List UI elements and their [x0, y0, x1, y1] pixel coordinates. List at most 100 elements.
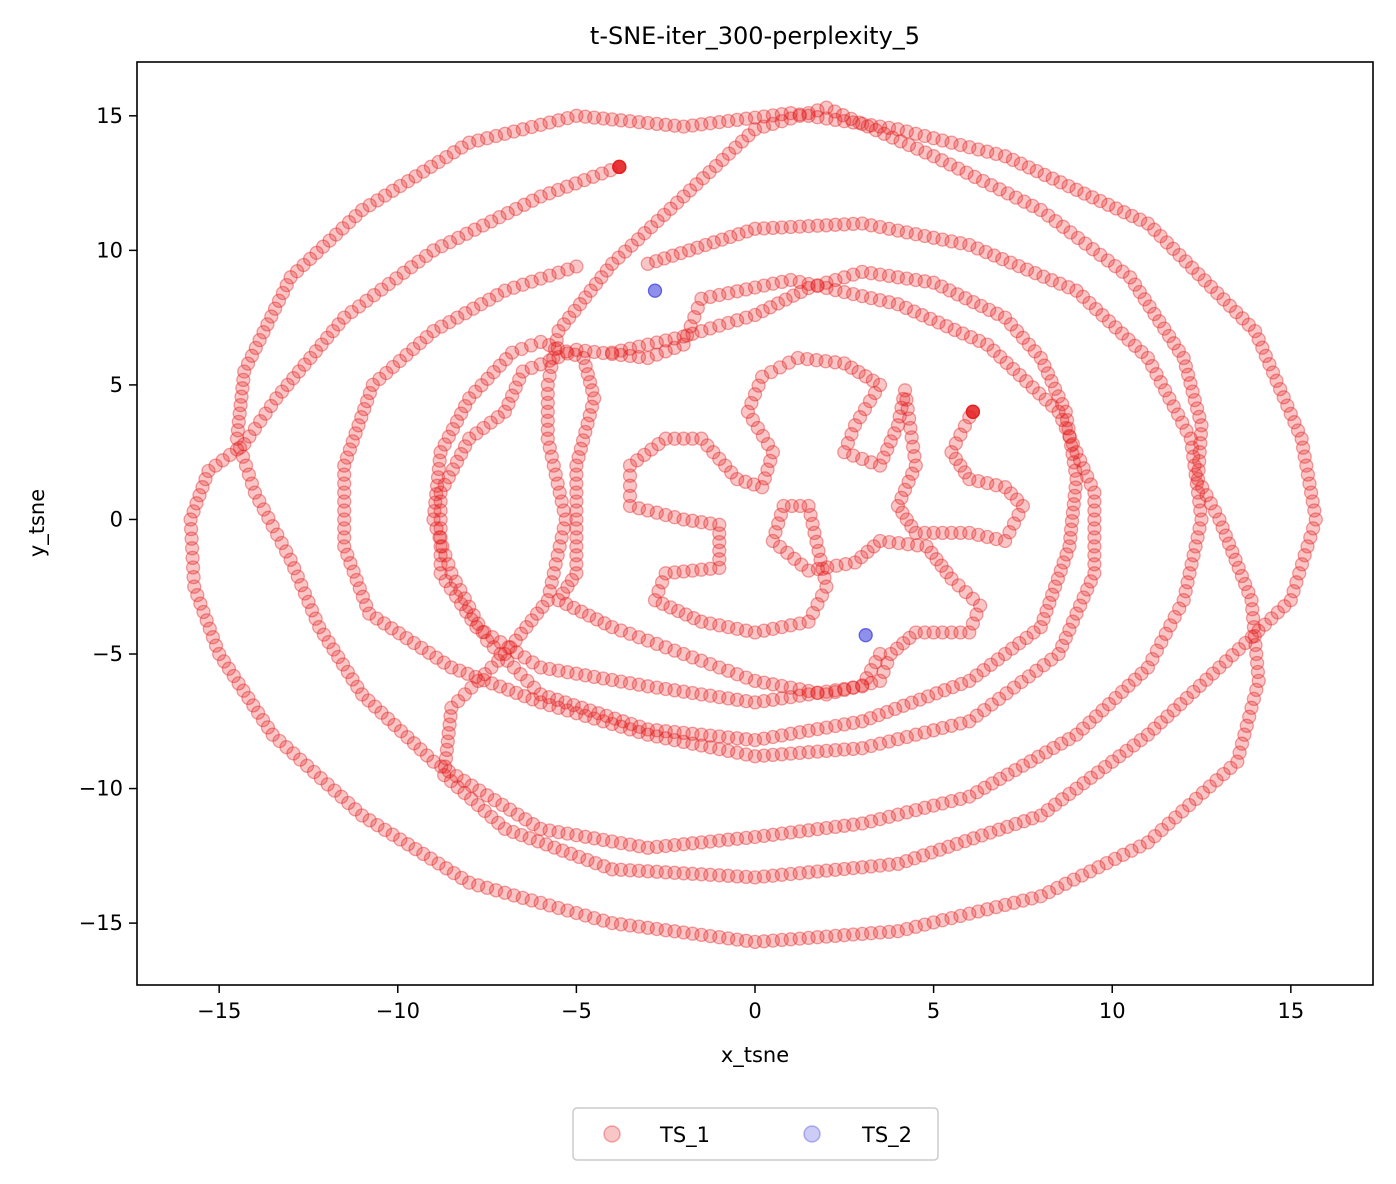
- ts-1-point: [468, 384, 483, 399]
- ts-1-point: [587, 910, 602, 926]
- ts-1-point: [863, 926, 879, 941]
- ts-1-point: [1187, 392, 1202, 408]
- ts-1-point: [1124, 208, 1140, 224]
- ts-1-point: [817, 570, 832, 585]
- ts-1-point: [1016, 814, 1032, 829]
- ts-1-point: [1045, 587, 1060, 602]
- ts-1-point: [423, 159, 439, 174]
- ts-1-point: [359, 393, 375, 409]
- ts-1-point: [980, 337, 995, 352]
- ts-1-point: [640, 679, 655, 694]
- ts-1-point: [721, 113, 736, 129]
- ts-1-point: [1194, 512, 1209, 527]
- ts-1-point: [656, 207, 672, 223]
- ts-1-point: [676, 684, 691, 699]
- ts-1-point: [760, 462, 775, 477]
- ts-1-point: [1172, 247, 1187, 263]
- ts-1-point: [293, 752, 308, 767]
- ts-1-point: [367, 699, 383, 714]
- ts-1-point: [1188, 791, 1204, 807]
- ts-1-point: [747, 307, 763, 323]
- ts-1-point: [935, 796, 950, 811]
- ts-1-point: [963, 330, 979, 345]
- ts-1-point: [1083, 477, 1098, 492]
- ts-1-point: [1025, 198, 1040, 214]
- ts-1-point: [296, 257, 311, 273]
- ts-1-point: [438, 548, 453, 563]
- ts-1-point: [309, 245, 324, 260]
- legend-label-ts-2: TS_2: [861, 1123, 912, 1148]
- ts-1-point: [464, 791, 479, 807]
- ts-1-point: [248, 340, 263, 356]
- ts-1-point: [615, 714, 631, 729]
- ts-1-point: [917, 274, 932, 289]
- ts-1-point: [1119, 743, 1134, 759]
- ts-1-point: [584, 383, 600, 398]
- ts-1-point: [813, 552, 828, 567]
- ts-1-point: [581, 608, 597, 623]
- ts-1-point: [637, 447, 652, 463]
- ts-1-point: [1190, 471, 1206, 487]
- ts-1-point: [432, 530, 447, 545]
- ts-1-point: [362, 813, 377, 828]
- ts-1-point: [877, 126, 892, 141]
- ts-1-point: [1192, 409, 1207, 425]
- ts-1-point: [599, 708, 614, 724]
- ts-1-point: [1069, 283, 1084, 298]
- ts-1-point: [556, 521, 571, 536]
- ts-1-point: [542, 186, 557, 201]
- ts-1-point: [1052, 276, 1068, 291]
- ts-1-point: [622, 863, 638, 878]
- ts-1-point: [651, 584, 666, 599]
- ts-1-point: [774, 107, 789, 122]
- legend-frame: [572, 1107, 939, 1161]
- ts-1-point: [464, 778, 479, 793]
- ts-1-point: [334, 789, 349, 804]
- ts-1-point: [765, 445, 781, 460]
- ts-1-point: [515, 890, 530, 906]
- ts-1-point: [885, 130, 900, 145]
- ts-1-point: [613, 917, 629, 932]
- ts-1-point: [327, 783, 342, 798]
- ts-1-point: [1203, 496, 1218, 511]
- ts-1-point: [500, 653, 515, 668]
- ts-1-point: [555, 843, 570, 858]
- ts-1-point: [953, 676, 969, 692]
- ts-1-point: [594, 270, 609, 285]
- ts-1-point: [917, 525, 932, 541]
- ts-1-point: [757, 471, 772, 486]
- y-tick-label: −5: [92, 642, 123, 666]
- ts-1-point: [765, 276, 781, 291]
- ts-1-point: [535, 599, 550, 615]
- ts-1-point: [783, 680, 798, 695]
- ts-1-point: [578, 708, 593, 724]
- ts-1-point: [1234, 736, 1250, 751]
- ts-1-point: [441, 725, 456, 741]
- ts-1-point: [747, 870, 763, 885]
- ts-1-point: [212, 646, 227, 662]
- ts-1-point: [453, 582, 468, 598]
- ts-1-point: [1015, 330, 1031, 345]
- ts-1-point: [475, 218, 491, 233]
- ts-1-point: [828, 112, 843, 128]
- ts-1-point: [558, 695, 573, 710]
- ts-1-point: [1197, 273, 1212, 288]
- ts-1-point: [416, 846, 431, 862]
- ts-1-point: [195, 480, 210, 495]
- ts-1-point: [471, 878, 486, 893]
- ts-1-point: [525, 692, 540, 707]
- ts-1-point: [729, 284, 745, 299]
- ts-1-point: [765, 933, 781, 948]
- ts-1-point: [533, 695, 548, 710]
- ts-1-point: [1283, 406, 1298, 422]
- ts-1-point: [724, 465, 739, 480]
- ts-1-point: [542, 823, 557, 838]
- ts-1-point: [1121, 678, 1136, 693]
- ts-1-point: [1072, 598, 1088, 613]
- ts-1-point: [578, 424, 593, 440]
- ts-1-point: [352, 581, 367, 596]
- ts-1-point: [1065, 436, 1081, 452]
- ts-1-point: [1062, 428, 1077, 444]
- ts-1-point: [651, 436, 666, 452]
- ts-1-point: [498, 352, 514, 367]
